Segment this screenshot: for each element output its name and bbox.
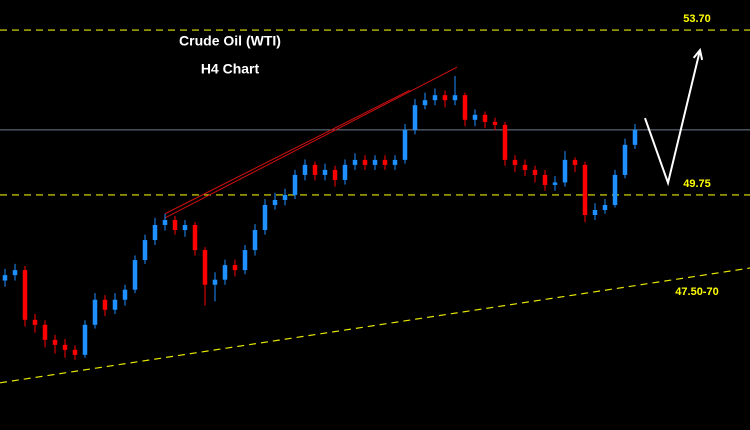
candle-body xyxy=(572,159,578,165)
candle-body xyxy=(152,225,158,241)
annotation-line xyxy=(164,66,458,219)
candle-body xyxy=(22,270,28,320)
candle-body xyxy=(442,95,448,101)
candle-body xyxy=(582,164,588,215)
candle-body xyxy=(562,159,568,183)
candle-body xyxy=(522,164,528,170)
candle-body xyxy=(352,159,358,165)
candle-body xyxy=(492,121,498,125)
candle-body xyxy=(342,164,348,180)
candle-body xyxy=(452,95,458,101)
candle-body xyxy=(132,260,138,290)
candle-body xyxy=(462,95,468,120)
candle-body xyxy=(602,204,608,210)
candle-body xyxy=(232,265,238,271)
candle-body xyxy=(302,164,308,175)
candle-body xyxy=(222,265,228,280)
candle-body xyxy=(282,194,288,200)
candle-body xyxy=(592,209,598,215)
candle-body xyxy=(382,159,388,165)
candle-body xyxy=(412,105,418,130)
annotation-line xyxy=(164,89,411,215)
candle-body xyxy=(112,299,118,310)
candle-body xyxy=(242,250,248,271)
candle-body xyxy=(472,114,478,120)
candle-body xyxy=(362,159,368,165)
candle-body xyxy=(72,349,78,355)
candle-body xyxy=(482,114,488,122)
candle-body xyxy=(102,299,108,310)
candle-body xyxy=(122,289,128,300)
candle-body xyxy=(532,169,538,175)
candle-body xyxy=(172,220,178,231)
candle-body xyxy=(12,270,18,276)
candle-body xyxy=(622,144,628,175)
candle-body xyxy=(272,199,278,205)
candle-body xyxy=(252,230,258,251)
candle-body xyxy=(182,225,188,231)
level-label: 49.75 xyxy=(683,178,711,190)
candle-body xyxy=(202,250,208,285)
candle-body xyxy=(552,182,558,185)
candle-body xyxy=(212,279,218,285)
candle-body xyxy=(392,159,398,165)
candle-body xyxy=(372,159,378,165)
candle-body xyxy=(262,204,268,231)
candle-body xyxy=(82,324,88,355)
projection-arrow xyxy=(644,49,701,187)
candle-body xyxy=(402,129,408,160)
candle-body xyxy=(192,225,198,251)
candle-body xyxy=(292,174,298,195)
trendline xyxy=(0,267,750,384)
candle-body xyxy=(332,169,338,180)
candle-body xyxy=(162,220,168,226)
candle-body xyxy=(512,159,518,165)
candle-body xyxy=(62,344,68,350)
candle-body xyxy=(432,95,438,101)
arrow-head xyxy=(692,47,704,61)
candle-body xyxy=(312,164,318,175)
candle-body xyxy=(32,319,38,325)
candle-body xyxy=(632,129,638,145)
level-label: 53.70 xyxy=(683,13,711,25)
trendline-label: 47.50-70 xyxy=(675,286,718,298)
candle-body xyxy=(142,240,148,261)
candle-body xyxy=(422,100,428,106)
candle-body xyxy=(502,124,508,160)
candle-body xyxy=(2,275,8,281)
candle-body xyxy=(612,174,618,205)
candle-body xyxy=(52,339,58,345)
candle-body xyxy=(542,174,548,185)
candle-body xyxy=(322,169,328,175)
candle-body xyxy=(92,299,98,325)
chart-title: Crude Oil (WTI) xyxy=(179,33,281,49)
chart-subtitle: H4 Chart xyxy=(201,61,260,77)
candle-body xyxy=(42,324,48,340)
